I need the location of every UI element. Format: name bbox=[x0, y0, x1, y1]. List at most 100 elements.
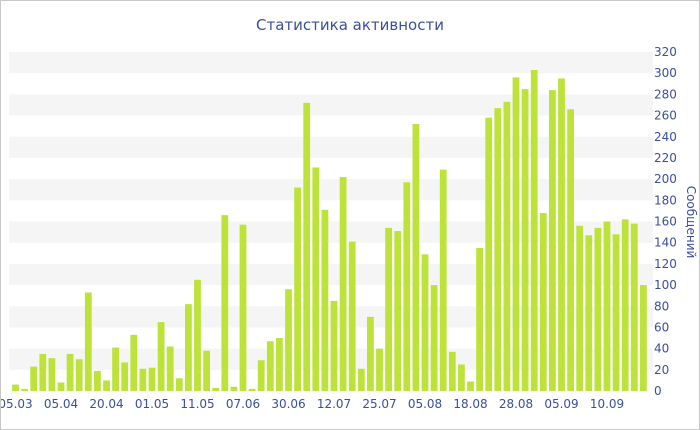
y-axis-label: Сообщений bbox=[684, 186, 698, 259]
x-tick-label: 05.04 bbox=[44, 397, 78, 411]
bar bbox=[394, 231, 402, 391]
bar bbox=[139, 368, 147, 391]
bar bbox=[285, 289, 292, 391]
bar bbox=[230, 386, 238, 391]
bar bbox=[476, 247, 483, 391]
y-tick-label: 140 bbox=[654, 236, 677, 250]
bar bbox=[121, 362, 129, 391]
bar bbox=[630, 223, 638, 391]
bar bbox=[330, 300, 338, 391]
bar bbox=[403, 182, 411, 391]
bar bbox=[221, 215, 229, 391]
x-tick-label: 20.04 bbox=[89, 397, 123, 411]
bar bbox=[248, 388, 256, 391]
grid-band bbox=[9, 179, 653, 201]
bar bbox=[576, 225, 584, 391]
x-axis-ticks: 05.03 05.04 20.04 01.05 11.05 07.06 30.06 12.07… bbox=[1, 397, 624, 411]
bar bbox=[603, 221, 611, 391]
bar bbox=[66, 353, 74, 391]
bar bbox=[48, 358, 56, 391]
y-tick-label: 0 bbox=[654, 384, 662, 398]
bar bbox=[103, 380, 110, 391]
y-tick-label: 120 bbox=[654, 257, 677, 271]
y-tick-label: 160 bbox=[654, 215, 677, 229]
bar bbox=[621, 219, 629, 391]
y-tick-label: 180 bbox=[654, 193, 677, 207]
grid-band bbox=[9, 94, 653, 116]
bar bbox=[612, 234, 620, 391]
bar bbox=[494, 108, 502, 392]
grid-band bbox=[9, 221, 653, 243]
bar bbox=[521, 89, 529, 391]
bar bbox=[294, 187, 301, 391]
bar bbox=[94, 370, 101, 391]
bar bbox=[530, 70, 538, 391]
x-tick-label: 05.09 bbox=[544, 397, 578, 411]
bar bbox=[421, 254, 429, 391]
bar bbox=[348, 241, 356, 391]
y-axis-ticks: 0 20 40 60 80 100 120 140 160 180 200 220 240 260 280 3… bbox=[654, 45, 677, 398]
bar bbox=[312, 167, 320, 391]
bar bbox=[640, 285, 647, 391]
grid-bands bbox=[9, 52, 653, 370]
x-tick-label: 05.03 bbox=[1, 397, 33, 411]
x-tick-label: 18.08 bbox=[453, 397, 487, 411]
grid-band bbox=[9, 136, 653, 158]
bar bbox=[412, 124, 420, 391]
bar bbox=[257, 360, 265, 391]
bar bbox=[485, 117, 493, 392]
bar bbox=[303, 102, 311, 391]
bar bbox=[458, 364, 465, 391]
y-tick-label: 60 bbox=[654, 320, 669, 334]
x-tick-label: 07.06 bbox=[226, 397, 260, 411]
y-tick-label: 260 bbox=[654, 109, 677, 123]
x-tick-label: 05.08 bbox=[408, 397, 442, 411]
bar bbox=[75, 359, 83, 391]
y-tick-label: 40 bbox=[654, 342, 669, 356]
bar bbox=[567, 109, 574, 392]
bar bbox=[594, 227, 602, 391]
x-tick-label: 30.06 bbox=[271, 397, 305, 411]
bar bbox=[467, 381, 474, 391]
bar bbox=[194, 279, 201, 391]
x-tick-label: 11.05 bbox=[180, 397, 214, 411]
x-tick-label: 01.05 bbox=[135, 397, 169, 411]
bar bbox=[439, 169, 447, 391]
bar bbox=[212, 387, 220, 391]
bar bbox=[321, 209, 329, 391]
bar bbox=[57, 382, 65, 391]
bar bbox=[558, 78, 565, 391]
bar bbox=[30, 366, 38, 391]
bar bbox=[239, 224, 247, 391]
bar bbox=[39, 353, 47, 391]
bar bbox=[430, 285, 438, 391]
bar bbox=[539, 213, 547, 391]
bar bbox=[512, 77, 520, 392]
bar bbox=[130, 334, 138, 391]
x-tick-label: 12.07 bbox=[317, 397, 351, 411]
bar bbox=[266, 341, 274, 391]
bar bbox=[549, 90, 556, 391]
bar bbox=[21, 388, 28, 391]
chart-title: Статистика активности bbox=[256, 16, 444, 34]
bar bbox=[185, 304, 192, 391]
bar bbox=[203, 350, 210, 391]
bar bbox=[376, 348, 383, 392]
bar bbox=[84, 292, 92, 391]
bar bbox=[175, 378, 183, 391]
bar bbox=[148, 367, 156, 391]
x-tick-label: 28.08 bbox=[499, 397, 533, 411]
bars bbox=[12, 70, 647, 392]
grid-band bbox=[9, 52, 653, 74]
bar bbox=[112, 347, 119, 391]
bar bbox=[339, 177, 347, 391]
y-tick-label: 240 bbox=[654, 130, 677, 144]
y-tick-label: 320 bbox=[654, 45, 677, 59]
bar bbox=[385, 227, 392, 391]
grid-band bbox=[9, 263, 653, 286]
x-tick-label: 25.07 bbox=[362, 397, 396, 411]
bar bbox=[166, 346, 174, 391]
y-tick-label: 80 bbox=[654, 299, 669, 313]
